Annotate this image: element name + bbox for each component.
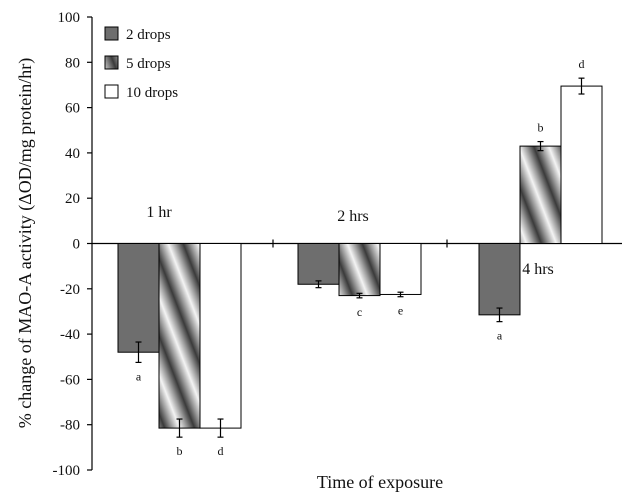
bar-2-drops-2-hrs bbox=[297, 243, 340, 285]
y-tick-label: -20 bbox=[60, 282, 80, 298]
bar-10-drops-2-hrs bbox=[379, 243, 422, 295]
bar-significance-label: a bbox=[136, 369, 142, 383]
category-label: 1 hr bbox=[146, 204, 172, 221]
y-tick-label: 20 bbox=[65, 191, 80, 207]
category-label: 2 hrs bbox=[337, 208, 369, 225]
bar-10-drops-1-hr bbox=[199, 243, 242, 429]
category-labels: 1 hr 2 hrs 4 hrs bbox=[146, 204, 553, 278]
bar-5-drops-4-hrs bbox=[519, 145, 562, 244]
bar-significance-label: b bbox=[538, 121, 544, 135]
y-axis-title: % change of MAO-A activity (ΔOD/mg prote… bbox=[15, 58, 36, 429]
legend-swatch bbox=[104, 55, 119, 70]
bar-labels: a a b c b d e d bbox=[136, 57, 585, 458]
bar-2-drops-4-hrs bbox=[478, 243, 521, 316]
bar-2-drops-1-hr bbox=[117, 243, 160, 353]
y-tick-label: 0 bbox=[73, 237, 81, 253]
legend-swatch bbox=[104, 84, 119, 99]
y-tick-label: -40 bbox=[60, 327, 80, 343]
legend-label: 10 drops bbox=[126, 85, 178, 101]
error-bars bbox=[135, 77, 585, 438]
bar-significance-label: b bbox=[177, 444, 183, 458]
y-tick-label: -60 bbox=[60, 372, 80, 388]
y-tick-label: 60 bbox=[65, 101, 80, 117]
bar-significance-label: d bbox=[218, 444, 224, 458]
legend-swatch bbox=[104, 26, 119, 41]
bar-significance-label: c bbox=[357, 305, 362, 319]
y-tick-label: 100 bbox=[58, 10, 81, 26]
legend: 2 drops 5 drops 10 drops bbox=[104, 26, 178, 101]
x-axis-title: Time of exposure bbox=[317, 472, 443, 492]
bar-significance-label: a bbox=[497, 329, 503, 343]
category-label: 4 hrs bbox=[522, 261, 554, 278]
y-tick-label: 40 bbox=[65, 146, 80, 162]
legend-label: 2 drops bbox=[126, 27, 171, 43]
y-tick-label: -100 bbox=[53, 463, 81, 479]
bar-5-drops-2-hrs bbox=[338, 243, 381, 297]
bars bbox=[117, 85, 603, 429]
y-tick-label: 80 bbox=[65, 55, 80, 71]
bar-5-drops-1-hr bbox=[158, 243, 201, 429]
y-tick-label: -80 bbox=[60, 418, 80, 434]
legend-label: 5 drops bbox=[126, 56, 171, 72]
bar-significance-label: e bbox=[398, 304, 403, 318]
bar-10-drops-4-hrs bbox=[560, 85, 603, 244]
bar-significance-label: d bbox=[579, 57, 585, 71]
